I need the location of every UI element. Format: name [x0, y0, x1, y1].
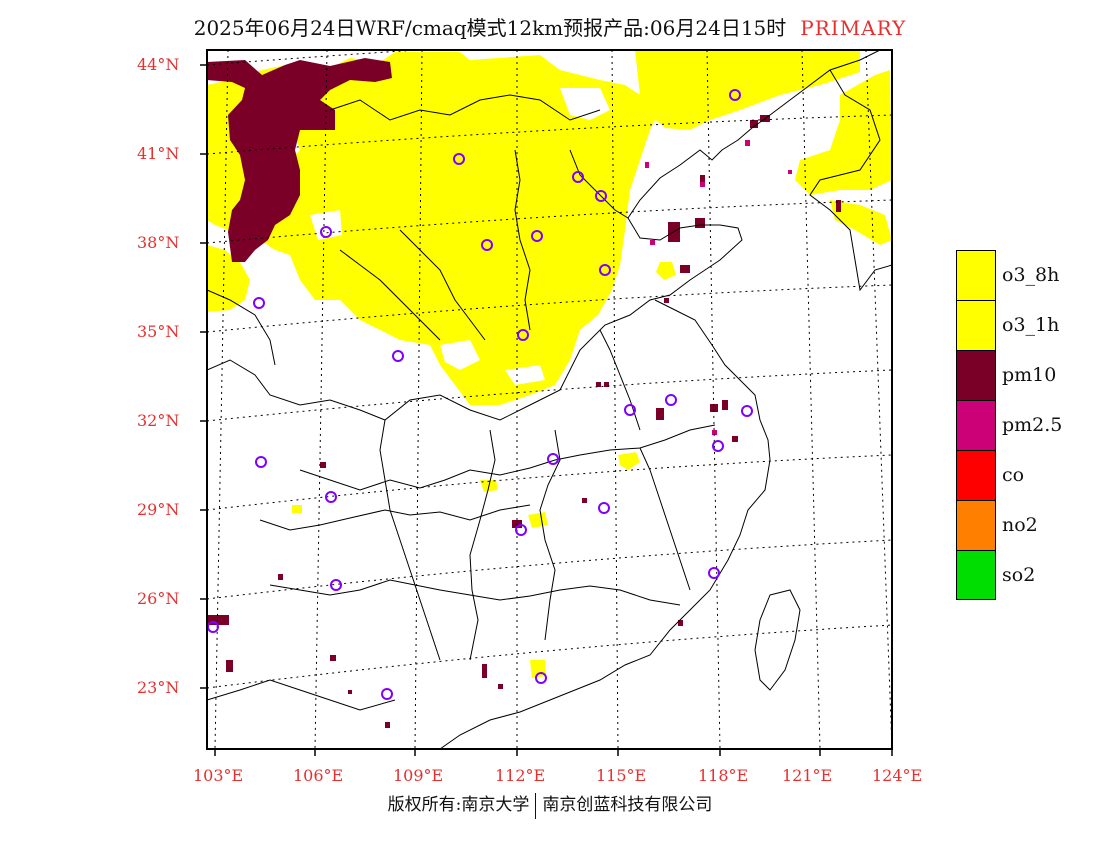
legend-label-so2: so2: [1002, 564, 1036, 586]
lat-label-38n: 38°N: [137, 233, 180, 252]
lon-label-106e: 106°E: [293, 766, 344, 785]
lon-label-118e: 118°E: [698, 766, 749, 785]
lat-label-35n: 35°N: [137, 322, 180, 341]
lat-label-32n: 32°N: [137, 411, 180, 430]
copyright-company: 南京创蓝科技有限公司: [542, 795, 713, 815]
ozone-region: [207, 50, 892, 678]
lon-label-109e: 109°E: [393, 766, 444, 785]
lat-label-23n: 23°N: [137, 678, 180, 697]
frame-ticks: [200, 64, 893, 756]
legend-swatch-so2: [956, 550, 996, 600]
pm25-patches: [645, 140, 792, 435]
lon-label-121e: 121°E: [782, 766, 833, 785]
legend-swatch-o3-8h: [956, 250, 996, 300]
lon-label-112e: 112°E: [495, 766, 546, 785]
legend-swatch-pm25: [956, 400, 996, 450]
legend-label-pm10: pm10: [1002, 364, 1057, 386]
pm10-region: [207, 58, 841, 728]
lon-label-103e: 103°E: [193, 766, 244, 785]
legend-label-no2: no2: [1002, 514, 1038, 536]
copyright-footer: 版权所有:南京大学 南京创蓝科技有限公司: [0, 790, 1100, 819]
station-markers: [207, 89, 753, 700]
lon-label-124e: 124°E: [872, 766, 923, 785]
legend-label-o3-8h: o3_8h: [1002, 264, 1060, 286]
copyright-owner: 版权所有:南京大学: [387, 795, 530, 815]
footer-divider: [535, 792, 537, 819]
legend-swatch-pm10: [956, 350, 996, 400]
lat-label-41n: 41°N: [137, 144, 180, 163]
lon-label-115e: 115°E: [596, 766, 647, 785]
legend-swatch-no2: [956, 500, 996, 550]
legend-label-pm25: pm2.5: [1002, 414, 1063, 436]
legend-label-co: co: [1002, 464, 1025, 486]
title-text: 2025年06月24日WRF/cmaq模式12km预报产品:06月24日15时: [193, 16, 787, 40]
legend-swatch-co: [956, 450, 996, 500]
lat-label-44n: 44°N: [137, 55, 180, 74]
lat-label-29n: 29°N: [137, 500, 180, 519]
boundary-lines: [207, 50, 892, 749]
legend-label-o3-1h: o3_1h: [1002, 314, 1060, 336]
legend-swatch-o3-1h: [956, 300, 996, 350]
map-title: 2025年06月24日WRF/cmaq模式12km预报产品:06月24日15时 P…: [0, 12, 1100, 41]
map-frame: [206, 49, 893, 750]
lat-label-26n: 26°N: [137, 589, 180, 608]
graticule: [207, 50, 892, 749]
primary-tag: PRIMARY: [800, 16, 907, 40]
